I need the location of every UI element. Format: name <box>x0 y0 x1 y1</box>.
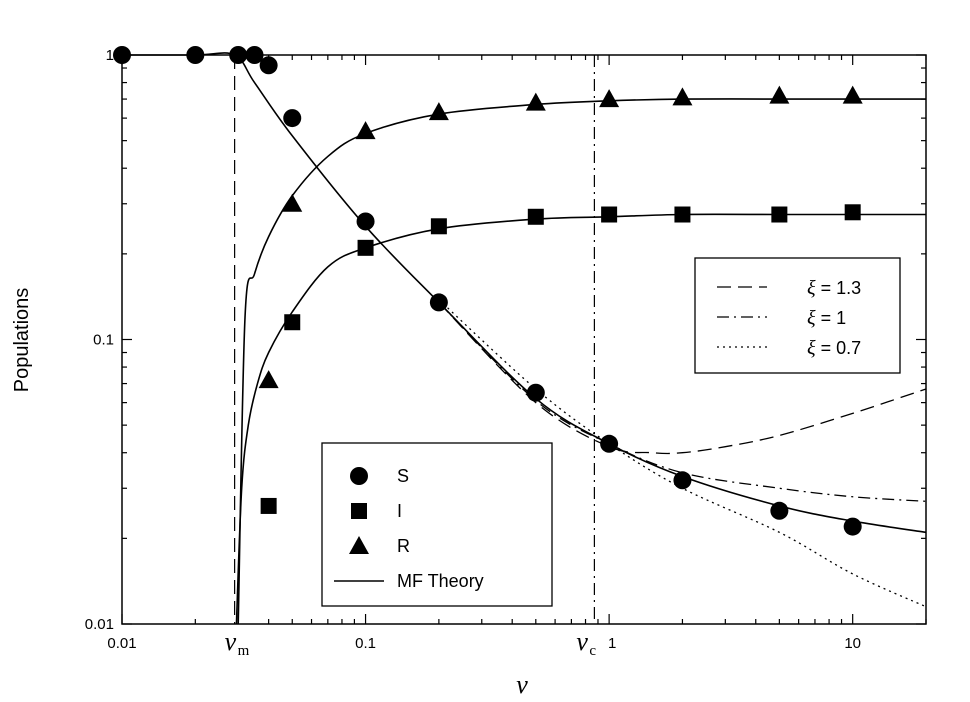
threshold-sub-c: c <box>589 643 596 659</box>
point-R <box>258 370 279 389</box>
point-I <box>527 208 544 225</box>
point-S <box>229 46 248 64</box>
point-R <box>842 85 863 104</box>
tick-labels: 0.01 0.1 1 10 0.01 0.1 1 <box>85 47 861 652</box>
xi-symbol: ξ <box>807 307 816 329</box>
legend-swatch-R <box>349 536 369 554</box>
legend-xi-label: ξ = 1 <box>807 307 846 329</box>
point-S <box>356 212 375 231</box>
point-R <box>355 121 376 140</box>
x-tick-label: 10 <box>844 635 861 652</box>
xi-value: = 1.3 <box>816 278 862 298</box>
point-I <box>771 206 788 223</box>
point-R <box>769 85 790 104</box>
point-S <box>259 56 278 75</box>
x-axis-title: ν <box>516 670 528 699</box>
legend-label: MF Theory <box>397 571 484 591</box>
point-I <box>601 206 618 223</box>
legend-xi-label: ξ = 1.3 <box>807 277 861 299</box>
legend-label: S <box>397 466 409 486</box>
threshold-label-m: ν <box>225 627 237 656</box>
xi-symbol: ξ <box>807 277 816 299</box>
x-tick-label: 0.1 <box>355 635 376 652</box>
x-tick-label: 1 <box>608 635 616 652</box>
threshold-sub-m: m <box>238 643 250 659</box>
point-R <box>599 89 620 108</box>
y-tick-label: 1 <box>106 47 114 64</box>
point-I <box>844 204 861 221</box>
curve-I-solid <box>235 213 926 625</box>
x-tick-label: 0.01 <box>107 635 136 652</box>
xi-value: = 0.7 <box>816 338 862 358</box>
legend-xi-box <box>694 257 901 374</box>
point-R <box>672 87 693 106</box>
point-I <box>674 206 691 223</box>
point-S <box>770 501 789 520</box>
point-S <box>429 293 448 312</box>
point-S <box>600 434 619 453</box>
legend-swatch-S <box>350 467 368 485</box>
legend-label: I <box>397 501 402 521</box>
y-axis-title: Populations <box>11 288 33 393</box>
legend-xi-label: ξ = 0.7 <box>807 337 861 359</box>
point-I <box>357 239 374 256</box>
point-R <box>428 102 449 121</box>
point-S <box>673 471 692 490</box>
point-I <box>260 497 277 514</box>
legend-markers: SIR MF Theory <box>321 442 553 607</box>
xi-value: = 1 <box>816 308 847 328</box>
point-R <box>282 193 303 212</box>
point-I <box>284 314 301 331</box>
xi-symbol: ξ <box>807 337 816 359</box>
point-R <box>525 92 546 111</box>
point-S <box>283 109 302 128</box>
y-tick-label: 0.01 <box>85 616 114 633</box>
legend-label: R <box>397 536 410 556</box>
point-S <box>526 383 545 402</box>
point-S <box>245 46 264 64</box>
curve-S-dashed <box>438 301 927 455</box>
point-S <box>186 46 205 64</box>
threshold-label-c: ν <box>576 627 588 656</box>
legend-swatch-I <box>351 503 367 519</box>
point-I <box>430 218 447 235</box>
data-points <box>113 46 863 536</box>
point-S <box>843 517 862 536</box>
curve-R-solid <box>237 98 926 625</box>
y-tick-label: 0.1 <box>93 332 114 349</box>
legend-xi: ξ = 1.3ξ = 1ξ = 0.7 <box>694 257 901 374</box>
point-S <box>113 46 131 64</box>
